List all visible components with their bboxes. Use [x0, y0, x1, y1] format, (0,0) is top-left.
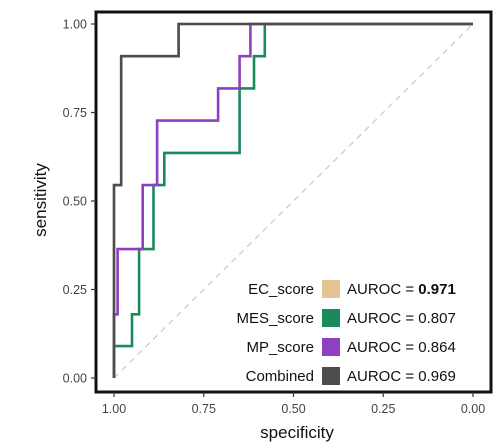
y-axis-title: sensitivity [31, 163, 50, 237]
legend-label-mp-score: MP_score [246, 339, 314, 356]
legend-auroc-mes-score: AUROC = 0.807 [347, 310, 456, 327]
legend-swatch-combined [322, 367, 340, 385]
legend-swatch-mes-score [322, 309, 340, 327]
axes: 1.00 0.75 0.50 0.25 0.00 0.00 0.25 0.50 0.75 1.00 [63, 10, 493, 416]
legend-auroc-mp-score: AUROC = 0.864 [347, 339, 456, 356]
legend-label-ec-score: EC_score [248, 281, 314, 298]
x-tick-label: 0.50 [281, 402, 305, 416]
x-tick-label: 0.25 [371, 402, 395, 416]
roc-line-combined [112, 22, 473, 378]
x-axis-title: specificity [260, 423, 334, 442]
panel-background [96, 12, 491, 392]
legend-auroc-prefix: AUROC = [347, 281, 418, 298]
legend-auroc-value: 0.864 [418, 339, 456, 356]
legend-auroc-prefix: AUROC = [347, 339, 418, 356]
legend-auroc-combined: AUROC = 0.969 [347, 368, 456, 385]
x-tick-label: 0.75 [192, 402, 216, 416]
legend-auroc-prefix: AUROC = [347, 368, 418, 385]
legend-swatch-mp-score [322, 338, 340, 356]
y-tick-label: 1.00 [63, 18, 87, 32]
legend-label-mes-score: MES_score [236, 310, 314, 327]
plot-area [96, 12, 491, 392]
y-tick-label: 0.75 [63, 106, 87, 120]
y-tick-label: 0.25 [63, 283, 87, 297]
roc-line-mp-score [112, 22, 473, 378]
legend: EC_score AUROC = 0.971 MES_score AUROC = 0.… [236, 280, 456, 385]
x-tick-label: 0.00 [461, 402, 485, 416]
x-tick-label: 1.00 [102, 402, 126, 416]
legend-auroc-ec-score: AUROC = 0.971 [347, 281, 456, 298]
roc-line-mes-score [112, 22, 473, 378]
legend-auroc-value: 0.807 [418, 310, 456, 327]
legend-auroc-value: 0.969 [418, 368, 456, 385]
y-tick-label: 0.00 [63, 372, 87, 386]
legend-auroc-prefix: AUROC = [347, 310, 418, 327]
diagonal-reference-line [113, 23, 474, 379]
legend-swatch-ec-score [322, 280, 340, 298]
y-tick-label: 0.50 [63, 195, 87, 209]
legend-auroc-value: 0.971 [418, 281, 456, 298]
legend-label-combined: Combined [246, 368, 314, 385]
